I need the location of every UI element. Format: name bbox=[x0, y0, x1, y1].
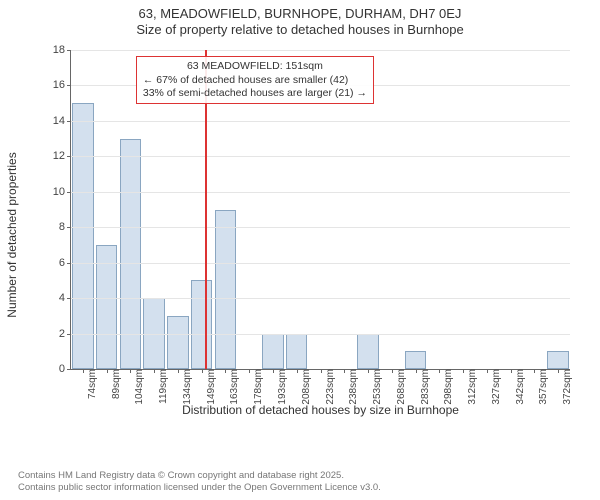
gridline-h bbox=[71, 156, 570, 157]
x-tick-label: 342sqm bbox=[511, 369, 526, 405]
attribution-footer: Contains HM Land Registry data © Crown c… bbox=[18, 470, 381, 494]
x-tick-label: 134sqm bbox=[178, 369, 193, 405]
page-title-address: 63, MEADOWFIELD, BURNHOPE, DURHAM, DH7 0… bbox=[0, 6, 600, 22]
y-tick-label: 16 bbox=[53, 79, 71, 91]
x-tick-label: 163sqm bbox=[225, 369, 240, 405]
gridline-h bbox=[71, 192, 570, 193]
histogram-bar bbox=[167, 316, 188, 369]
x-tick-label: 223sqm bbox=[321, 369, 336, 405]
gridline-h bbox=[71, 298, 570, 299]
annotation-line: 33% of semi-detached houses are larger (… bbox=[143, 87, 367, 100]
x-axis-label: Distribution of detached houses by size … bbox=[182, 403, 459, 417]
x-tick-label: 74sqm bbox=[83, 369, 98, 399]
gridline-h bbox=[71, 121, 570, 122]
y-tick-label: 12 bbox=[53, 150, 71, 162]
x-tick-label: 283sqm bbox=[416, 369, 431, 405]
y-tick-label: 4 bbox=[59, 292, 71, 304]
gridline-h bbox=[71, 263, 570, 264]
x-tick-label: 149sqm bbox=[202, 369, 217, 405]
histogram-bar bbox=[215, 210, 236, 370]
annotation-line: ← 67% of detached houses are smaller (42… bbox=[143, 74, 367, 87]
x-tick-label: 178sqm bbox=[249, 369, 264, 405]
y-axis-label: Number of detached properties bbox=[5, 152, 19, 317]
histogram-bar bbox=[405, 351, 426, 369]
y-tick-label: 0 bbox=[59, 363, 71, 375]
x-tick-label: 193sqm bbox=[273, 369, 288, 405]
annotation-line: 63 MEADOWFIELD: 151sqm bbox=[143, 60, 367, 73]
histogram-bar bbox=[547, 351, 568, 369]
x-tick-label: 89sqm bbox=[107, 369, 122, 399]
histogram-bar bbox=[191, 280, 212, 369]
gridline-h bbox=[71, 334, 570, 335]
x-tick-label: 253sqm bbox=[368, 369, 383, 405]
y-tick-label: 18 bbox=[53, 44, 71, 56]
x-tick-label: 208sqm bbox=[297, 369, 312, 405]
chart-container: Number of detached properties Distributi… bbox=[40, 50, 580, 420]
x-tick-label: 298sqm bbox=[439, 369, 454, 405]
gridline-h bbox=[71, 227, 570, 228]
y-tick-label: 8 bbox=[59, 221, 71, 233]
y-tick-label: 6 bbox=[59, 257, 71, 269]
x-tick-label: 119sqm bbox=[154, 369, 169, 404]
plot-area: Distribution of detached houses by size … bbox=[70, 50, 570, 370]
y-tick-label: 10 bbox=[53, 186, 71, 198]
gridline-h bbox=[71, 50, 570, 51]
x-tick-label: 372sqm bbox=[558, 369, 573, 405]
y-tick-label: 2 bbox=[59, 328, 71, 340]
page-title-subtitle: Size of property relative to detached ho… bbox=[0, 22, 600, 38]
histogram-bar bbox=[72, 103, 93, 369]
x-tick-label: 268sqm bbox=[392, 369, 407, 405]
x-tick-label: 312sqm bbox=[463, 369, 478, 405]
footer-line-1: Contains HM Land Registry data © Crown c… bbox=[18, 470, 381, 482]
histogram-bar bbox=[286, 334, 307, 369]
x-tick-label: 357sqm bbox=[534, 369, 549, 405]
annotation-callout: 63 MEADOWFIELD: 151sqm← 67% of detached … bbox=[136, 56, 374, 103]
histogram-bar bbox=[262, 334, 283, 369]
x-tick-label: 104sqm bbox=[130, 369, 145, 405]
y-tick-label: 14 bbox=[53, 115, 71, 127]
footer-line-2: Contains public sector information licen… bbox=[18, 482, 381, 494]
x-tick-label: 238sqm bbox=[344, 369, 359, 405]
x-tick-label: 327sqm bbox=[487, 369, 502, 405]
histogram-bar bbox=[357, 334, 378, 369]
